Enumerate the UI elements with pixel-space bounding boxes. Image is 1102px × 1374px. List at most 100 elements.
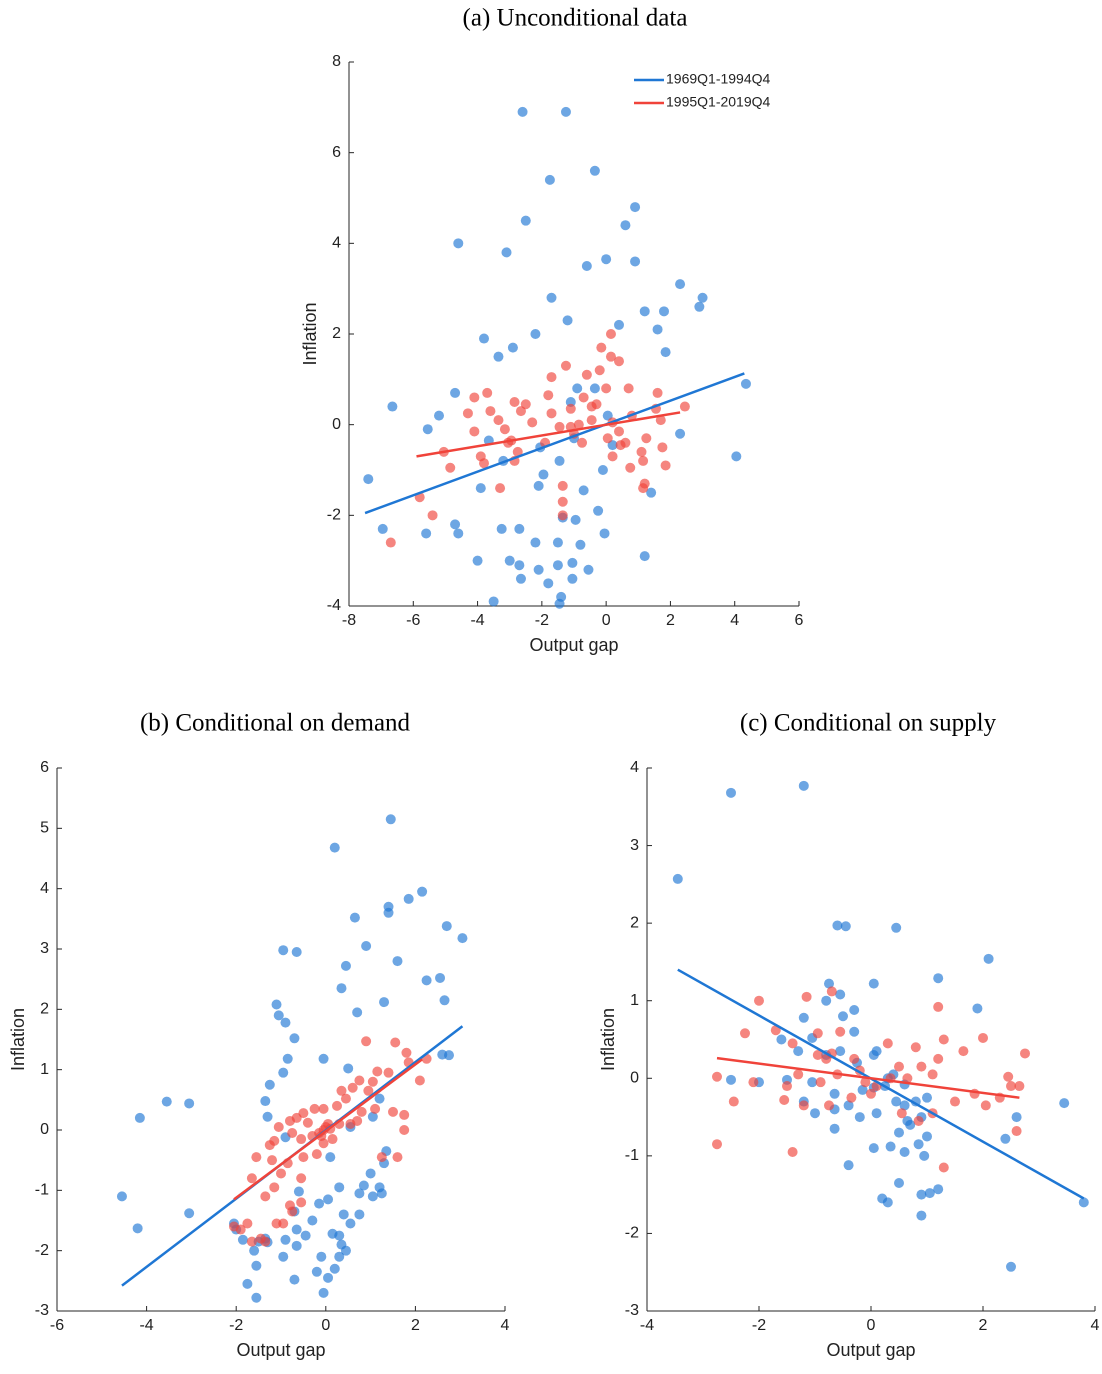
scatter-point (570, 514, 581, 525)
scatter-point (493, 415, 504, 426)
scatter-point (488, 596, 499, 607)
y-tick-label: 6 (332, 144, 341, 161)
scatter-point (605, 351, 616, 362)
scatter-point (300, 1230, 311, 1241)
scatter-point (479, 333, 489, 344)
scatter-point (450, 387, 461, 398)
scatter-point (291, 1240, 302, 1251)
scatter-point (399, 1125, 410, 1135)
scatter-point (237, 1234, 248, 1245)
scatter-point (367, 1191, 378, 1202)
scatter-point (134, 1112, 145, 1123)
scatter-point (1011, 1126, 1022, 1137)
scatter-point (787, 1038, 798, 1049)
y-axis-label: Inflation (300, 302, 320, 365)
scatter-point (338, 1209, 349, 1220)
scatter-point (807, 1077, 818, 1088)
scatter-point (980, 1100, 991, 1111)
x-tick-label: -4 (470, 612, 484, 629)
scatter-point (354, 1188, 365, 1199)
x-tick-label: -8 (342, 612, 356, 629)
scatter-point (602, 433, 613, 444)
scatter-point (581, 261, 592, 271)
scatter-point (838, 1011, 848, 1022)
scatter-point (361, 940, 372, 951)
scatter-point (246, 1236, 257, 1247)
y-tick-label: 4 (40, 880, 49, 897)
scatter-point (660, 347, 671, 358)
scatter-point (557, 480, 568, 491)
scatter-point (445, 462, 456, 473)
scatter-point (638, 455, 649, 466)
scatter-point (933, 1184, 944, 1195)
scatter-point (184, 1208, 195, 1219)
scatter-point (515, 573, 526, 584)
scatter-point (697, 292, 708, 303)
scatter-point (345, 1218, 356, 1229)
scatter-point (638, 483, 649, 494)
scatter-point (287, 1128, 298, 1139)
y-tick-label: -1 (35, 1182, 49, 1199)
scatter-point (835, 989, 846, 1000)
scatter-point (623, 383, 634, 394)
scatter-point (849, 1053, 860, 1064)
scatter-point (311, 1149, 322, 1160)
scatter-point (597, 465, 608, 475)
scatter-point (293, 1186, 304, 1197)
scatter-point (557, 496, 568, 507)
scatter-point (899, 1146, 910, 1157)
scatter-point (387, 401, 398, 412)
scatter-point (538, 469, 549, 480)
scatter-point (554, 598, 565, 609)
scatter-point (829, 1123, 840, 1134)
scatter-point (740, 378, 751, 389)
scatter-point (660, 460, 671, 471)
scatter-point (372, 1066, 383, 1077)
scatter-point (812, 1050, 823, 1061)
panel: (a) Unconditional data -8 -6 -4 -2 0 2 4 6 -4 -2 0 2… (300, 5, 804, 655)
scatter-point (846, 1092, 857, 1103)
y-tick-label: -2 (625, 1225, 639, 1242)
scatter-point (554, 455, 565, 466)
scatter-point (544, 174, 555, 185)
scatter-point (933, 1053, 944, 1064)
scatter-point (242, 1278, 253, 1289)
scatter-point (630, 256, 641, 267)
scatter-point (316, 1251, 327, 1262)
scatter-point (390, 1037, 401, 1048)
scatter-point (414, 1075, 425, 1086)
scatter-point (235, 1224, 246, 1235)
legend-label: 1969Q1-1994Q4 (666, 71, 771, 87)
y-tick-label: 0 (332, 416, 341, 433)
scatter-point (496, 523, 507, 534)
scatter-point (868, 1143, 879, 1154)
scatter-point (798, 1100, 809, 1111)
scatter-point (385, 537, 396, 548)
panel-title: (b) Conditional on demand (140, 710, 411, 737)
scatter-point (318, 1103, 329, 1114)
scatter-point (552, 537, 563, 548)
scatter-point (296, 1197, 307, 1208)
scatter-point (318, 1053, 329, 1064)
scatter-point (798, 780, 809, 791)
fit-line (416, 411, 681, 458)
y-tick-label: -3 (35, 1302, 49, 1319)
scatter-point (376, 1152, 387, 1163)
scatter-point (363, 474, 374, 485)
scatter-point (913, 1139, 924, 1150)
scatter-point (578, 485, 589, 496)
scatter-point (614, 319, 624, 330)
scatter-point (291, 947, 302, 958)
scatter-point (354, 1075, 365, 1086)
scatter-point (260, 1096, 271, 1107)
scatter-point (620, 437, 631, 448)
y-tick-label: 6 (40, 759, 49, 776)
scatter-point (309, 1103, 320, 1114)
scatter-point (377, 523, 388, 534)
scatter-point (262, 1111, 273, 1122)
scatter-point (787, 1146, 798, 1157)
scatter-point (972, 1003, 983, 1014)
scatter-point (1014, 1081, 1025, 1092)
scatter-point (605, 329, 616, 339)
scatter-point (641, 433, 652, 444)
